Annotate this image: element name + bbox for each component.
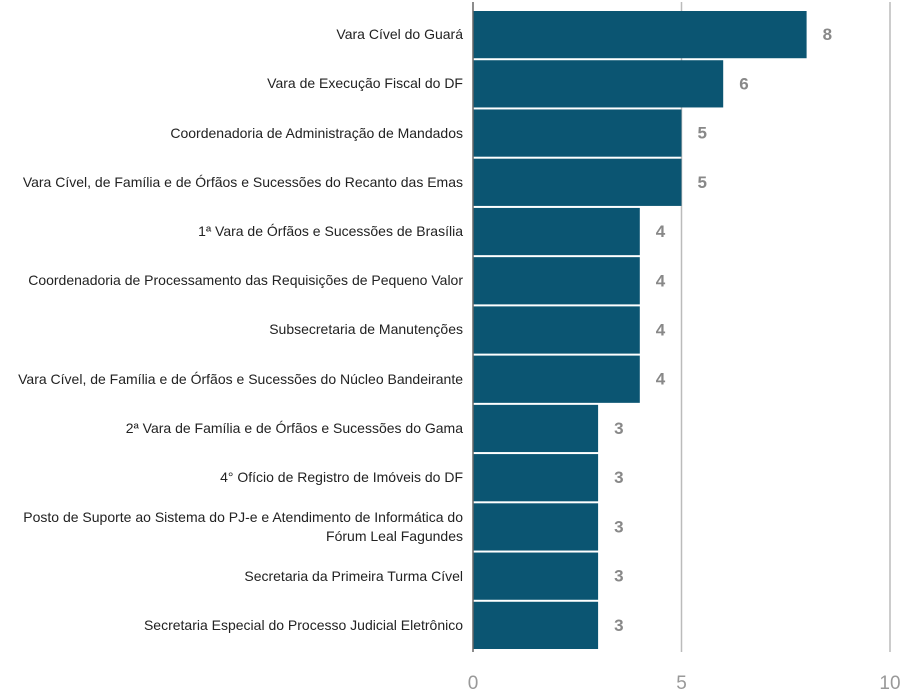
value-label: 3 (614, 616, 623, 635)
value-label: 3 (614, 419, 623, 438)
category-label: 4° Ofício de Registro de Imóveis do DF (220, 469, 463, 486)
category-label: Vara de Execução Fiscal do DF (267, 75, 463, 92)
value-label: 3 (614, 567, 623, 586)
bar (473, 503, 599, 551)
x-tick-label: 5 (676, 673, 687, 694)
bar (473, 207, 640, 256)
value-label: 6 (739, 74, 748, 93)
category-label: Subsecretaria de Manutenções (269, 321, 463, 338)
value-label: 4 (656, 320, 666, 339)
bar (473, 158, 682, 206)
bar (473, 257, 640, 305)
bar (473, 601, 599, 649)
value-label: 5 (698, 173, 707, 192)
bar (473, 109, 682, 157)
category-label: Vara Cível do Guará (336, 26, 463, 43)
bar (473, 306, 640, 354)
value-label: 3 (614, 468, 623, 487)
value-label: 3 (614, 517, 623, 536)
bar (473, 11, 807, 59)
bar (473, 552, 599, 600)
x-tick-label: 10 (879, 673, 900, 694)
value-label: 4 (656, 370, 666, 389)
value-label: 8 (823, 25, 832, 44)
category-label: Vara Cível, de Família e de Órfãos e Suc… (22, 173, 463, 190)
bar (473, 454, 599, 502)
bar (473, 60, 724, 108)
bar (473, 355, 640, 403)
value-label: 4 (656, 271, 666, 290)
value-label: 4 (656, 222, 666, 241)
value-label: 5 (698, 124, 707, 143)
category-label: Posto de Suporte ao Sistema do PJ-e e At… (23, 508, 463, 544)
x-tick-label: 0 (468, 673, 479, 694)
category-label: Secretaria da Primeira Turma Cível (244, 567, 463, 584)
category-label: Coordenadoria de Processamento das Requi… (28, 272, 463, 289)
category-label: 2ª Vara de Família e de Órfãos e Sucessõ… (125, 419, 463, 436)
bar (473, 404, 599, 453)
category-label: 1ª Vara de Órfãos e Sucessões de Brasíli… (198, 223, 463, 240)
category-label: Coordenadoria de Administração de Mandad… (170, 124, 463, 141)
category-label: Secretaria Especial do Processo Judicial… (143, 616, 463, 633)
category-label: Vara Cível, de Família e de Órfãos e Suc… (18, 370, 463, 387)
